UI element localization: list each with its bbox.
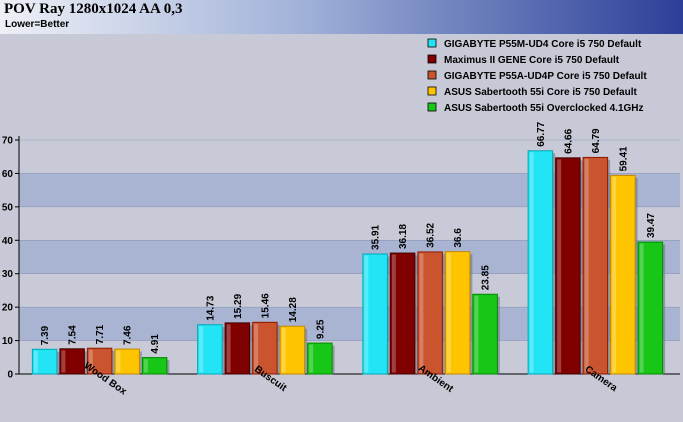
y-tick-label: 50 bbox=[2, 202, 14, 213]
data-label: 4.91 bbox=[150, 334, 161, 354]
legend-swatch bbox=[427, 70, 437, 80]
bar-highlight bbox=[529, 152, 534, 373]
bar-highlight bbox=[419, 253, 424, 373]
bar bbox=[389, 252, 416, 375]
data-label: 64.79 bbox=[591, 128, 602, 153]
legend-swatch bbox=[427, 102, 437, 112]
bar bbox=[582, 156, 609, 375]
legend: GIGABYTE P55M-UD4 Core i5 750 Default Max… bbox=[427, 38, 647, 114]
bar bbox=[224, 322, 251, 375]
data-label: 14.73 bbox=[205, 295, 216, 320]
bar bbox=[114, 348, 140, 375]
data-labels: 7.39 7.54 7.71 7.46 4.91 14.73 15.29 15.46 14.28… bbox=[40, 121, 657, 353]
legend-entry: Maximus II GENE Core i5 750 Default bbox=[444, 55, 620, 66]
bar-highlight bbox=[61, 350, 66, 373]
y-tick-label: 30 bbox=[2, 269, 14, 280]
y-tick-label: 10 bbox=[2, 336, 14, 347]
data-label: 36.52 bbox=[426, 222, 437, 247]
data-label: 35.91 bbox=[371, 224, 382, 249]
y-tick-label: 40 bbox=[2, 236, 14, 247]
bar-highlight bbox=[557, 159, 562, 373]
legend-swatch bbox=[427, 38, 437, 48]
legend-entry: GIGABYTE P55M-UD4 Core i5 750 Default bbox=[444, 39, 642, 50]
data-label: 23.85 bbox=[481, 265, 492, 290]
bar-highlight bbox=[116, 350, 121, 373]
legend-entry: ASUS Sabertooth 55i Overclocked 4.1GHz bbox=[444, 103, 644, 114]
bar-highlight bbox=[88, 349, 93, 373]
bar bbox=[279, 325, 306, 375]
data-label: 15.29 bbox=[233, 293, 244, 318]
data-label: 39.47 bbox=[646, 213, 657, 238]
chart-header: POV Ray 1280x1024 AA 0,3 Lower=Better bbox=[0, 0, 683, 34]
bar bbox=[610, 174, 636, 375]
legend-entry: ASUS Sabertooth 55i Core i5 750 Default bbox=[444, 87, 638, 98]
legend-entry: GIGABYTE P55A-UD4P Core i5 750 Default bbox=[444, 71, 647, 82]
y-tick-label: 70 bbox=[2, 136, 14, 147]
chart-title: POV Ray 1280x1024 AA 0,3 bbox=[4, 1, 183, 17]
bar bbox=[141, 357, 168, 375]
bar-highlight bbox=[143, 359, 148, 373]
bar-highlight bbox=[254, 323, 259, 373]
bar bbox=[86, 347, 113, 375]
bar-highlight bbox=[199, 326, 204, 373]
bar bbox=[362, 253, 388, 375]
data-label: 7.39 bbox=[40, 325, 51, 345]
bar bbox=[472, 293, 498, 375]
bar-highlight bbox=[612, 176, 617, 373]
bar bbox=[417, 251, 443, 375]
bar bbox=[527, 150, 554, 375]
bar-highlight bbox=[364, 255, 369, 373]
data-label: 7.46 bbox=[123, 325, 134, 345]
data-label: 36.6 bbox=[453, 228, 464, 248]
legend-swatch bbox=[427, 86, 437, 96]
data-label: 9.25 bbox=[315, 319, 326, 339]
bars bbox=[31, 150, 666, 375]
bar-highlight bbox=[474, 295, 479, 373]
bar-highlight bbox=[226, 324, 231, 373]
bar bbox=[252, 321, 278, 375]
bar-highlight bbox=[639, 243, 644, 373]
bar-highlight bbox=[446, 253, 451, 373]
y-tick-label: 60 bbox=[2, 169, 14, 180]
bar bbox=[444, 251, 471, 375]
legend-swatch bbox=[427, 54, 437, 64]
data-label: 15.46 bbox=[260, 293, 271, 318]
bar bbox=[59, 348, 85, 375]
y-tick-label: 0 bbox=[7, 370, 13, 381]
bar bbox=[31, 348, 58, 375]
bar-highlight bbox=[33, 350, 38, 373]
bar-highlight bbox=[391, 254, 396, 373]
data-label: 64.66 bbox=[563, 128, 574, 153]
y-tick-label: 20 bbox=[2, 303, 14, 314]
data-label: 14.28 bbox=[288, 297, 299, 322]
bar bbox=[555, 157, 581, 375]
data-label: 36.18 bbox=[398, 224, 409, 249]
bar bbox=[637, 241, 664, 375]
data-label: 7.71 bbox=[95, 324, 106, 344]
data-label: 7.54 bbox=[68, 325, 79, 345]
data-label: 59.41 bbox=[618, 146, 629, 171]
bar bbox=[197, 324, 223, 375]
bar bbox=[307, 342, 333, 375]
chart-subtitle: Lower=Better bbox=[5, 19, 70, 30]
bar-highlight bbox=[309, 344, 314, 373]
data-label: 66.77 bbox=[536, 121, 547, 146]
bar-highlight bbox=[584, 158, 589, 373]
bar-highlight bbox=[281, 327, 286, 373]
